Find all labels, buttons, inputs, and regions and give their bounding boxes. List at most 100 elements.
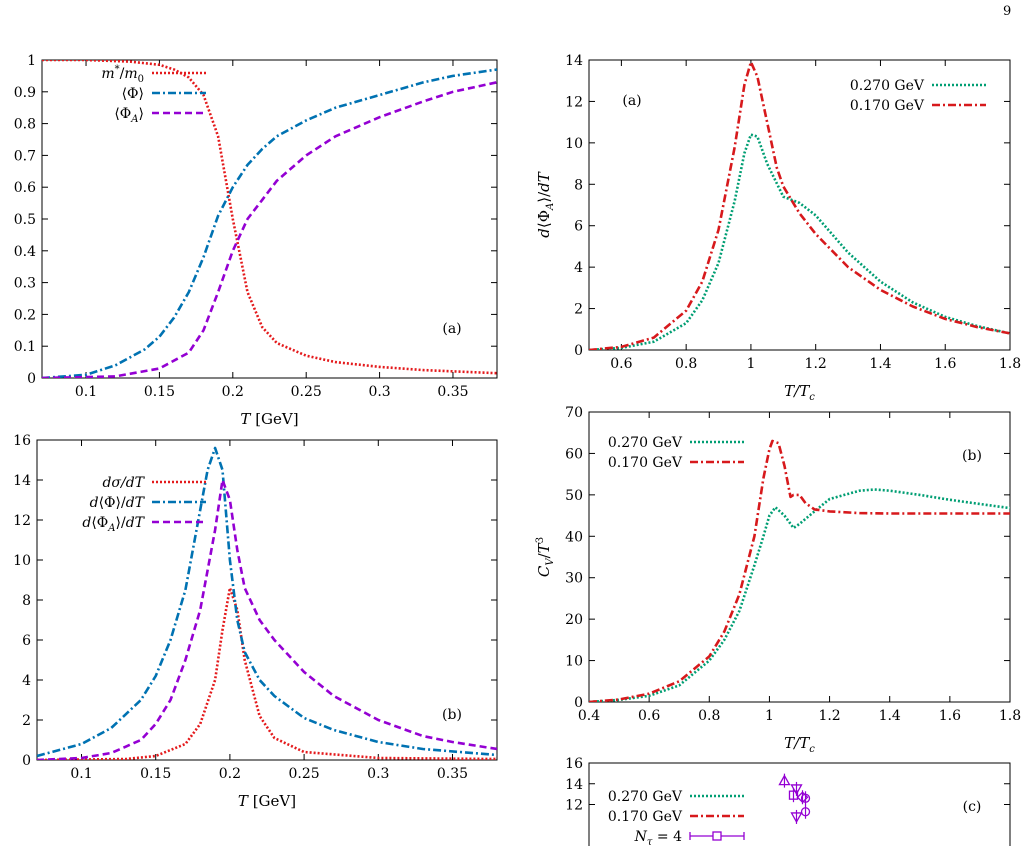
series-line-0 (37, 586, 497, 760)
legend-entry: ⟨ΦA⟩ (114, 106, 206, 125)
x-tick-label: 1.6 (939, 708, 961, 724)
chart-right-bottom: 12 14 16 (c) 0.270 GeV 0.170 GeV Nτ = 4 (565, 756, 1011, 846)
y-tick-label: 16 (565, 756, 583, 772)
y-tick-label: 6 (574, 219, 583, 235)
x-tick-label: 0.3 (367, 766, 389, 782)
y-tick-label: 2 (22, 713, 31, 729)
x-tick-label: 1.8 (999, 356, 1021, 372)
legend-label: d⟨Φ⟩/dT (90, 495, 146, 511)
panel-label: (b) (962, 448, 982, 464)
y-axis-label: d⟨ΦA⟩/dT (535, 171, 556, 238)
x-tick-label: 1.2 (818, 708, 840, 724)
series-line-2 (42, 81, 497, 378)
y-tick-label: 0.3 (14, 276, 36, 292)
legend-label: 0.170 GeV (608, 455, 683, 471)
y-tick-label: 14 (565, 53, 583, 69)
x-tick-label: 0.2 (222, 384, 244, 400)
y-tick-label: 4 (574, 260, 583, 276)
y-tick-label: 4 (22, 673, 31, 689)
legend-entry: 0.270 GeV (608, 435, 744, 451)
y-tick-label: 0 (574, 695, 583, 711)
y-tick-label: 0 (22, 753, 31, 769)
legend-entry: d⟨ΦA⟩/dT (82, 515, 206, 534)
x-tick-label: 1.2 (805, 356, 827, 372)
x-tick-label: 1 (746, 356, 755, 372)
y-tick-label: 14 (565, 777, 583, 793)
plot-frame (588, 59, 1011, 351)
y-tick-label: 30 (565, 571, 583, 587)
y-tick-label: 2 (574, 302, 583, 318)
panel-label: (b) (442, 707, 462, 723)
y-tick-label: 0 (574, 343, 583, 359)
y-tick-label: 12 (565, 798, 583, 814)
series-line-0 (589, 133, 1010, 350)
x-tick-label: 1.4 (869, 356, 891, 372)
y-tick-label: 70 (565, 405, 583, 421)
y-axis-label: CV/T3​ (535, 537, 556, 577)
y-tick-label: 0.8 (14, 117, 36, 133)
x-tick-label: 0.2 (219, 766, 241, 782)
data-point-marker (788, 788, 799, 803)
x-axis-label: T/Tc​ (784, 734, 815, 755)
x-tick-label: 0.8 (698, 708, 720, 724)
x-tick-label: 1.4 (879, 708, 901, 724)
data-point-marker (800, 804, 811, 819)
legend-entry: ⟨Φ⟩ (122, 86, 206, 102)
x-tick-label: 0.15 (144, 384, 175, 400)
x-axis-label: T/Tc​ (784, 382, 815, 403)
series-line-1 (42, 68, 497, 378)
legend-label: 0.270 GeV (608, 435, 683, 451)
y-tick-label: 0.1 (14, 339, 36, 355)
legend-entry: 0.270 GeV (608, 789, 744, 805)
x-tick-label: 1 (765, 708, 774, 724)
page-number: 9 (1003, 4, 1012, 19)
y-tick-label: 0.7 (14, 148, 36, 164)
legend-entry: 0.170 GeV (608, 455, 744, 471)
series-line-1 (589, 60, 1010, 350)
y-tick-label: 0.4 (14, 244, 36, 260)
legend-label: Nτ = 4 (634, 829, 682, 846)
x-tick-label: 0.15 (140, 766, 171, 782)
y-tick-label: 8 (22, 593, 31, 609)
x-tick-label: 0.35 (437, 384, 468, 400)
y-tick-label: 10 (565, 136, 583, 152)
x-tick-label: 0.8 (675, 356, 697, 372)
x-tick-label: 0.6 (610, 356, 632, 372)
x-tick-label: 0.6 (638, 708, 660, 724)
y-tick-label: 0.2 (14, 307, 36, 323)
y-tick-label: 0.5 (14, 212, 36, 228)
x-tick-label: 0.35 (437, 766, 468, 782)
legend-label: 0.170 GeV (608, 809, 683, 825)
y-tick-label: 40 (565, 529, 583, 545)
series-line-1 (37, 446, 497, 758)
y-tick-label: 12 (565, 94, 583, 110)
panel-label: (a) (622, 93, 641, 109)
y-tick-label: 14 (13, 473, 31, 489)
legend-entry: Nτ = 4 (634, 829, 745, 846)
y-tick-label: 10 (13, 553, 31, 569)
series-line-2 (37, 478, 497, 760)
legend-label: m*/m0​ (101, 64, 144, 85)
data-point-marker (790, 809, 803, 824)
series-line-1 (589, 439, 1010, 702)
y-tick-label: 50 (565, 488, 583, 504)
legend-label: ⟨ΦA⟩ (114, 106, 144, 125)
plot-frame (588, 411, 1011, 703)
x-tick-label: 0.3 (368, 384, 390, 400)
legend-entry: 0.270 GeV (850, 78, 986, 94)
legend-entry: 0.170 GeV (608, 809, 744, 825)
legend-label: 0.270 GeV (608, 789, 683, 805)
x-axis-label: T [GeV] (240, 410, 298, 428)
panel-label: (c) (963, 799, 982, 815)
y-tick-label: 16 (13, 433, 31, 449)
y-tick-label: 8 (574, 177, 583, 193)
chart-right-top: 0 2 4 6 8 10 12 14 0.6 0.8 1 1.2 1.4 1.6 1.8 T/Tc​ d⟨ΦA⟩… (535, 53, 1021, 403)
y-tick-label: 6 (22, 633, 31, 649)
legend-label: ⟨Φ⟩ (122, 86, 144, 102)
y-tick-label: 0.9 (14, 85, 36, 101)
x-tick-label: 0.1 (75, 384, 97, 400)
chart-right-middle: 0 10 20 30 40 50 60 70 0.4 0.6 0.8 1 1.2 1.4 1.6 1.8 T/T… (535, 405, 1021, 755)
y-tick-label: 60 (565, 446, 583, 462)
y-tick-label: 1 (27, 53, 36, 69)
